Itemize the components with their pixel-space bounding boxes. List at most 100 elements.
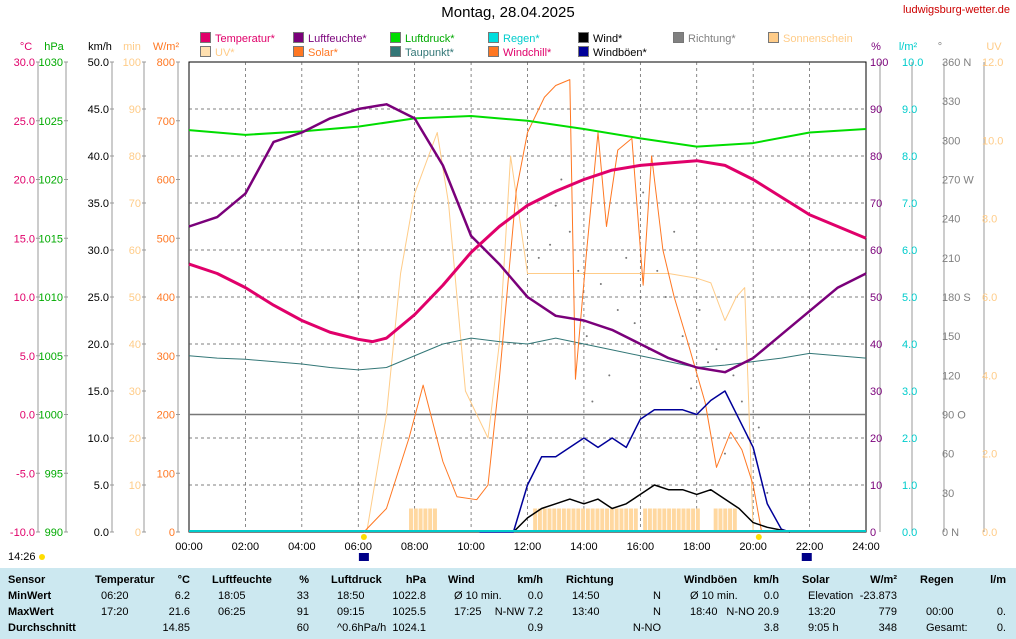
axis-tick-label: 210 bbox=[942, 253, 960, 265]
legend-swatch bbox=[390, 32, 401, 43]
axis-tick-label: 0 N bbox=[942, 527, 959, 539]
sunshine-bar bbox=[547, 508, 552, 532]
table-cell-value: -23.873 bbox=[859, 590, 897, 602]
legend-label: Regen* bbox=[503, 33, 540, 45]
x-tick-label: 02:00 bbox=[232, 541, 260, 553]
sunshine-bar bbox=[561, 508, 566, 532]
sunshine-bar bbox=[537, 508, 542, 532]
series-line-solar bbox=[363, 79, 763, 533]
sunshine-bar bbox=[652, 508, 657, 532]
table-cell-value: 0.0 bbox=[763, 590, 779, 602]
table-header: Richtung bbox=[566, 574, 614, 586]
table-header-unit: W/m² bbox=[870, 574, 897, 586]
direction-point bbox=[766, 491, 769, 494]
axis-tick-label: 80 bbox=[129, 151, 141, 163]
axis-tick-label: 25.0 bbox=[88, 292, 109, 304]
axis-tick-label: 1020 bbox=[39, 175, 63, 187]
axis-unit: km/h bbox=[88, 41, 112, 53]
table-cell-value: 6.2 bbox=[174, 590, 190, 602]
legend-item: Windböen* bbox=[578, 46, 647, 59]
axis-unit: °C bbox=[20, 41, 32, 53]
axis-tick-label: 30.0 bbox=[14, 57, 35, 69]
table-cell-value: N bbox=[653, 606, 661, 618]
table-cell: 00:00 bbox=[926, 606, 954, 618]
table-row-label: Durchschnitt bbox=[8, 622, 76, 634]
sunshine-bar bbox=[413, 508, 418, 532]
sunshine-bar bbox=[600, 508, 605, 532]
axis-tick-label: 5.0 bbox=[20, 351, 35, 363]
table-header: Luftdruck bbox=[331, 574, 382, 586]
axis-tick-label: 1015 bbox=[39, 233, 63, 245]
sunshine-bar bbox=[713, 508, 718, 532]
axis-tick-label: 60 bbox=[942, 449, 954, 461]
weather-chart: °C 30.0 25.0 20.0 15.0 10.0 5.0 0.0 -5.0 -10.0 hPa… bbox=[10, 41, 1003, 561]
sunshine-bar bbox=[681, 508, 686, 532]
current-time: 14:26 bbox=[8, 551, 45, 563]
axis-tick-label: 10.0 bbox=[14, 292, 35, 304]
direction-point bbox=[633, 322, 636, 325]
axis-tick-label: 15.0 bbox=[88, 386, 109, 398]
axis-tick-label: 50 bbox=[129, 292, 141, 304]
table-cell-value: 91 bbox=[296, 606, 309, 618]
sun-marker bbox=[755, 534, 762, 540]
series-line-gust bbox=[479, 390, 791, 533]
axis-tick-label: 995 bbox=[45, 468, 63, 480]
direction-point bbox=[656, 269, 659, 272]
direction-point bbox=[577, 269, 580, 272]
axis-tick-label: 700 bbox=[157, 116, 175, 128]
x-tick-label: 18:00 bbox=[683, 541, 711, 553]
sunshine-bar bbox=[409, 508, 413, 532]
series-line-temperature bbox=[188, 159, 867, 344]
table-header-unit: km/h bbox=[753, 574, 779, 586]
legend-label: Temperatur* bbox=[215, 33, 275, 45]
axis-unit: hPa bbox=[44, 41, 64, 53]
series-line-sunshine_envelope bbox=[366, 132, 754, 533]
direction-point bbox=[664, 296, 667, 298]
sunshine-bar bbox=[657, 508, 662, 532]
x-tick-label: 14:00 bbox=[570, 541, 598, 553]
table-header: Windböen bbox=[684, 574, 738, 586]
axis-tick-label: 360 N bbox=[942, 57, 971, 69]
legend-swatch bbox=[768, 32, 779, 43]
sunshine-bar bbox=[423, 508, 428, 532]
sunshine-bar bbox=[595, 508, 600, 532]
axis-tick-label: 10.0 bbox=[902, 57, 923, 69]
direction-point bbox=[642, 191, 645, 194]
axis-tick-label: 1010 bbox=[39, 292, 63, 304]
axis-tick-label: 4.0 bbox=[902, 339, 917, 351]
sunshine-bar bbox=[728, 508, 733, 532]
axis-tick-label: -5.0 bbox=[16, 468, 35, 480]
legend-item: Taupunkt* bbox=[390, 46, 454, 59]
x-tick-label: 00:00 bbox=[175, 541, 203, 553]
sunshine-bar bbox=[557, 508, 562, 532]
chart-title: Montag, 28.04.2025 bbox=[441, 4, 575, 21]
legend-swatch bbox=[293, 46, 304, 57]
direction-point bbox=[698, 309, 701, 312]
sunshine-bar bbox=[643, 508, 648, 532]
series-line-dewpoint bbox=[188, 337, 867, 371]
sunshine-bar bbox=[433, 508, 437, 532]
axis-tick-label: 45.0 bbox=[88, 104, 109, 116]
direction-point bbox=[681, 335, 684, 338]
direction-point bbox=[585, 335, 588, 338]
axis-tick-label: 20.0 bbox=[88, 339, 109, 351]
time-label: 14:26 bbox=[8, 551, 36, 563]
site-link[interactable]: ludwigsburg-wetter.de bbox=[902, 4, 1010, 16]
sunshine-bar bbox=[647, 508, 652, 532]
axis-tick-label: 70 bbox=[870, 198, 882, 210]
table-cell: 17:25 bbox=[454, 606, 482, 618]
legend-swatch bbox=[488, 46, 499, 57]
legend-label: Luftdruck* bbox=[405, 33, 455, 45]
sunshine-bar bbox=[581, 508, 586, 532]
sunshine-bar bbox=[671, 508, 676, 532]
sunshine-bar bbox=[605, 508, 610, 532]
x-tick-label: 08:00 bbox=[401, 541, 429, 553]
table-cell: Ø 10 min. bbox=[454, 590, 502, 602]
axis-tick-label: 240 bbox=[942, 214, 960, 226]
direction-point bbox=[568, 230, 571, 233]
table-cell: ^0.6hPa/h bbox=[337, 622, 387, 634]
table-header-unit: km/h bbox=[517, 574, 543, 586]
table-cell-value: N-NO bbox=[632, 622, 661, 634]
x-tick-label: 10:00 bbox=[457, 541, 485, 553]
table-cell: 18:50 bbox=[337, 590, 365, 602]
